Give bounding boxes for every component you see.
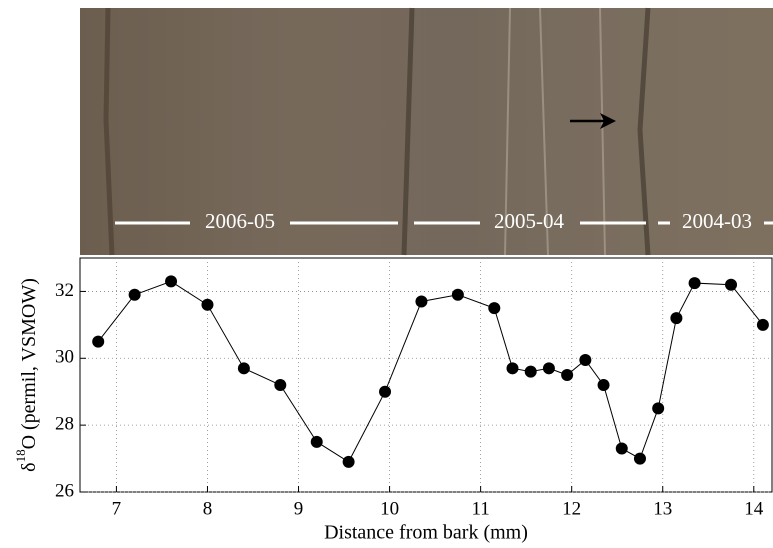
x-tick-label: 7 xyxy=(112,498,122,519)
y-tick-label: 32 xyxy=(55,280,74,301)
data-point xyxy=(524,365,537,378)
plot-area xyxy=(92,275,769,468)
x-tick-label: 13 xyxy=(653,498,672,519)
annotation: 2004-03 xyxy=(682,209,752,233)
data-point xyxy=(670,312,683,325)
data-point xyxy=(756,318,769,331)
data-point xyxy=(579,353,592,366)
data-point xyxy=(92,335,105,348)
x-tick-label: 10 xyxy=(380,498,399,519)
data-point xyxy=(652,402,665,415)
wood-photo: 2006-05 2005-04 2004-03 xyxy=(80,7,773,256)
plot-frame xyxy=(79,257,773,493)
data-point xyxy=(310,435,323,448)
data-point xyxy=(342,455,355,468)
data-point xyxy=(688,277,701,290)
data-point xyxy=(201,298,214,311)
data-point xyxy=(237,362,250,375)
y-axis-label: δ18O (permil, VSMOW) xyxy=(13,278,40,472)
data-point xyxy=(165,275,178,288)
y-tick-label: 28 xyxy=(55,414,74,435)
data-point xyxy=(379,385,392,398)
y-tick-label: 26 xyxy=(55,480,74,501)
x-tick-label: 9 xyxy=(294,498,304,519)
x-tick-label: 11 xyxy=(471,498,489,519)
data-point xyxy=(597,379,610,392)
data-point xyxy=(415,295,428,308)
data-point xyxy=(542,362,555,375)
data-point xyxy=(615,442,628,455)
data-point xyxy=(274,379,287,392)
x-tick-label: 14 xyxy=(744,498,764,519)
annotation: 2005-04 xyxy=(494,209,564,233)
data-point xyxy=(451,288,464,301)
x-tick-label: 8 xyxy=(203,498,213,519)
annotation: 2006-05 xyxy=(205,209,275,233)
data-point xyxy=(725,278,738,291)
x-axis-label: Distance from bark (mm) xyxy=(324,522,528,544)
data-point xyxy=(561,369,574,381)
data-point xyxy=(506,362,519,375)
data-point xyxy=(633,452,646,465)
y-tick-label: 30 xyxy=(55,347,74,368)
data-point xyxy=(488,302,501,315)
x-tick-label: 12 xyxy=(562,498,581,519)
data-point xyxy=(128,288,141,301)
